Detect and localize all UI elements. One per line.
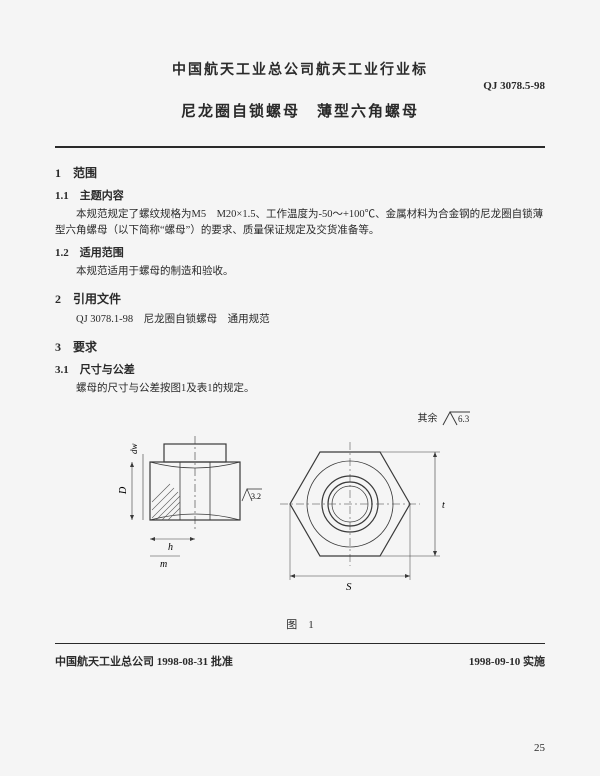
section-1-1-heading: 1.1 主题内容 [55,188,545,205]
org-title: 中国航天工业总公司航天工业行业标 [55,60,545,81]
doc-header: 中国航天工业总公司航天工业行业标 QJ 3078.5-98 尼龙圈自锁螺母 薄型… [55,60,545,124]
doc-title: 尼龙圈自锁螺母 薄型六角螺母 [55,101,545,124]
svg-text:6.3: 6.3 [458,414,470,424]
footer: 中国航天工业总公司 1998-08-31 批准 1998-09-10 实施 [55,654,545,671]
svg-text:t: t [442,500,445,511]
approval-date: 中国航天工业总公司 1998-08-31 批准 [55,654,233,671]
surface-finish-icon: 6.3 [440,409,480,429]
section-3-1-text: 螺母的尺寸与公差按图1及表1的规定。 [55,381,545,397]
section-1-2-text: 本规范适用于螺母的制造和验收。 [55,264,545,280]
figure-1: 其余 6.3 [90,409,510,609]
standard-code: QJ 3078.5-98 [483,78,545,95]
implementation-date: 1998-09-10 实施 [469,654,545,671]
section-2-heading: 2 引用文件 [55,290,545,308]
section-1-1-text: 本规范规定了螺纹规格为M5 M20×1.5、工作温度为-50～+100℃、金属材… [55,207,545,239]
svg-text:3.2: 3.2 [251,492,261,501]
nut-drawing: D dw h m 3.2 [90,409,510,609]
section-3-heading: 3 要求 [55,338,545,356]
surface-finish-text: 其余 [418,413,438,424]
svg-text:dw: dw [129,443,139,454]
divider-bottom [55,643,545,644]
svg-text:D: D [118,486,129,495]
section-1-heading: 1 范围 [55,164,545,182]
section-1-2-heading: 1.2 适用范围 [55,245,545,262]
section-3-1-heading: 3.1 尺寸与公差 [55,362,545,379]
figure-caption: 图 1 [55,617,545,634]
svg-text:h: h [168,542,173,553]
surface-finish-label: 其余 6.3 [418,409,481,429]
section-2-text: QJ 3078.1-98 尼龙圈自锁螺母 通用规范 [76,312,545,328]
svg-text:S: S [346,581,352,593]
page-number: 25 [534,740,545,757]
divider-top [55,146,545,148]
svg-text:m: m [160,559,167,570]
